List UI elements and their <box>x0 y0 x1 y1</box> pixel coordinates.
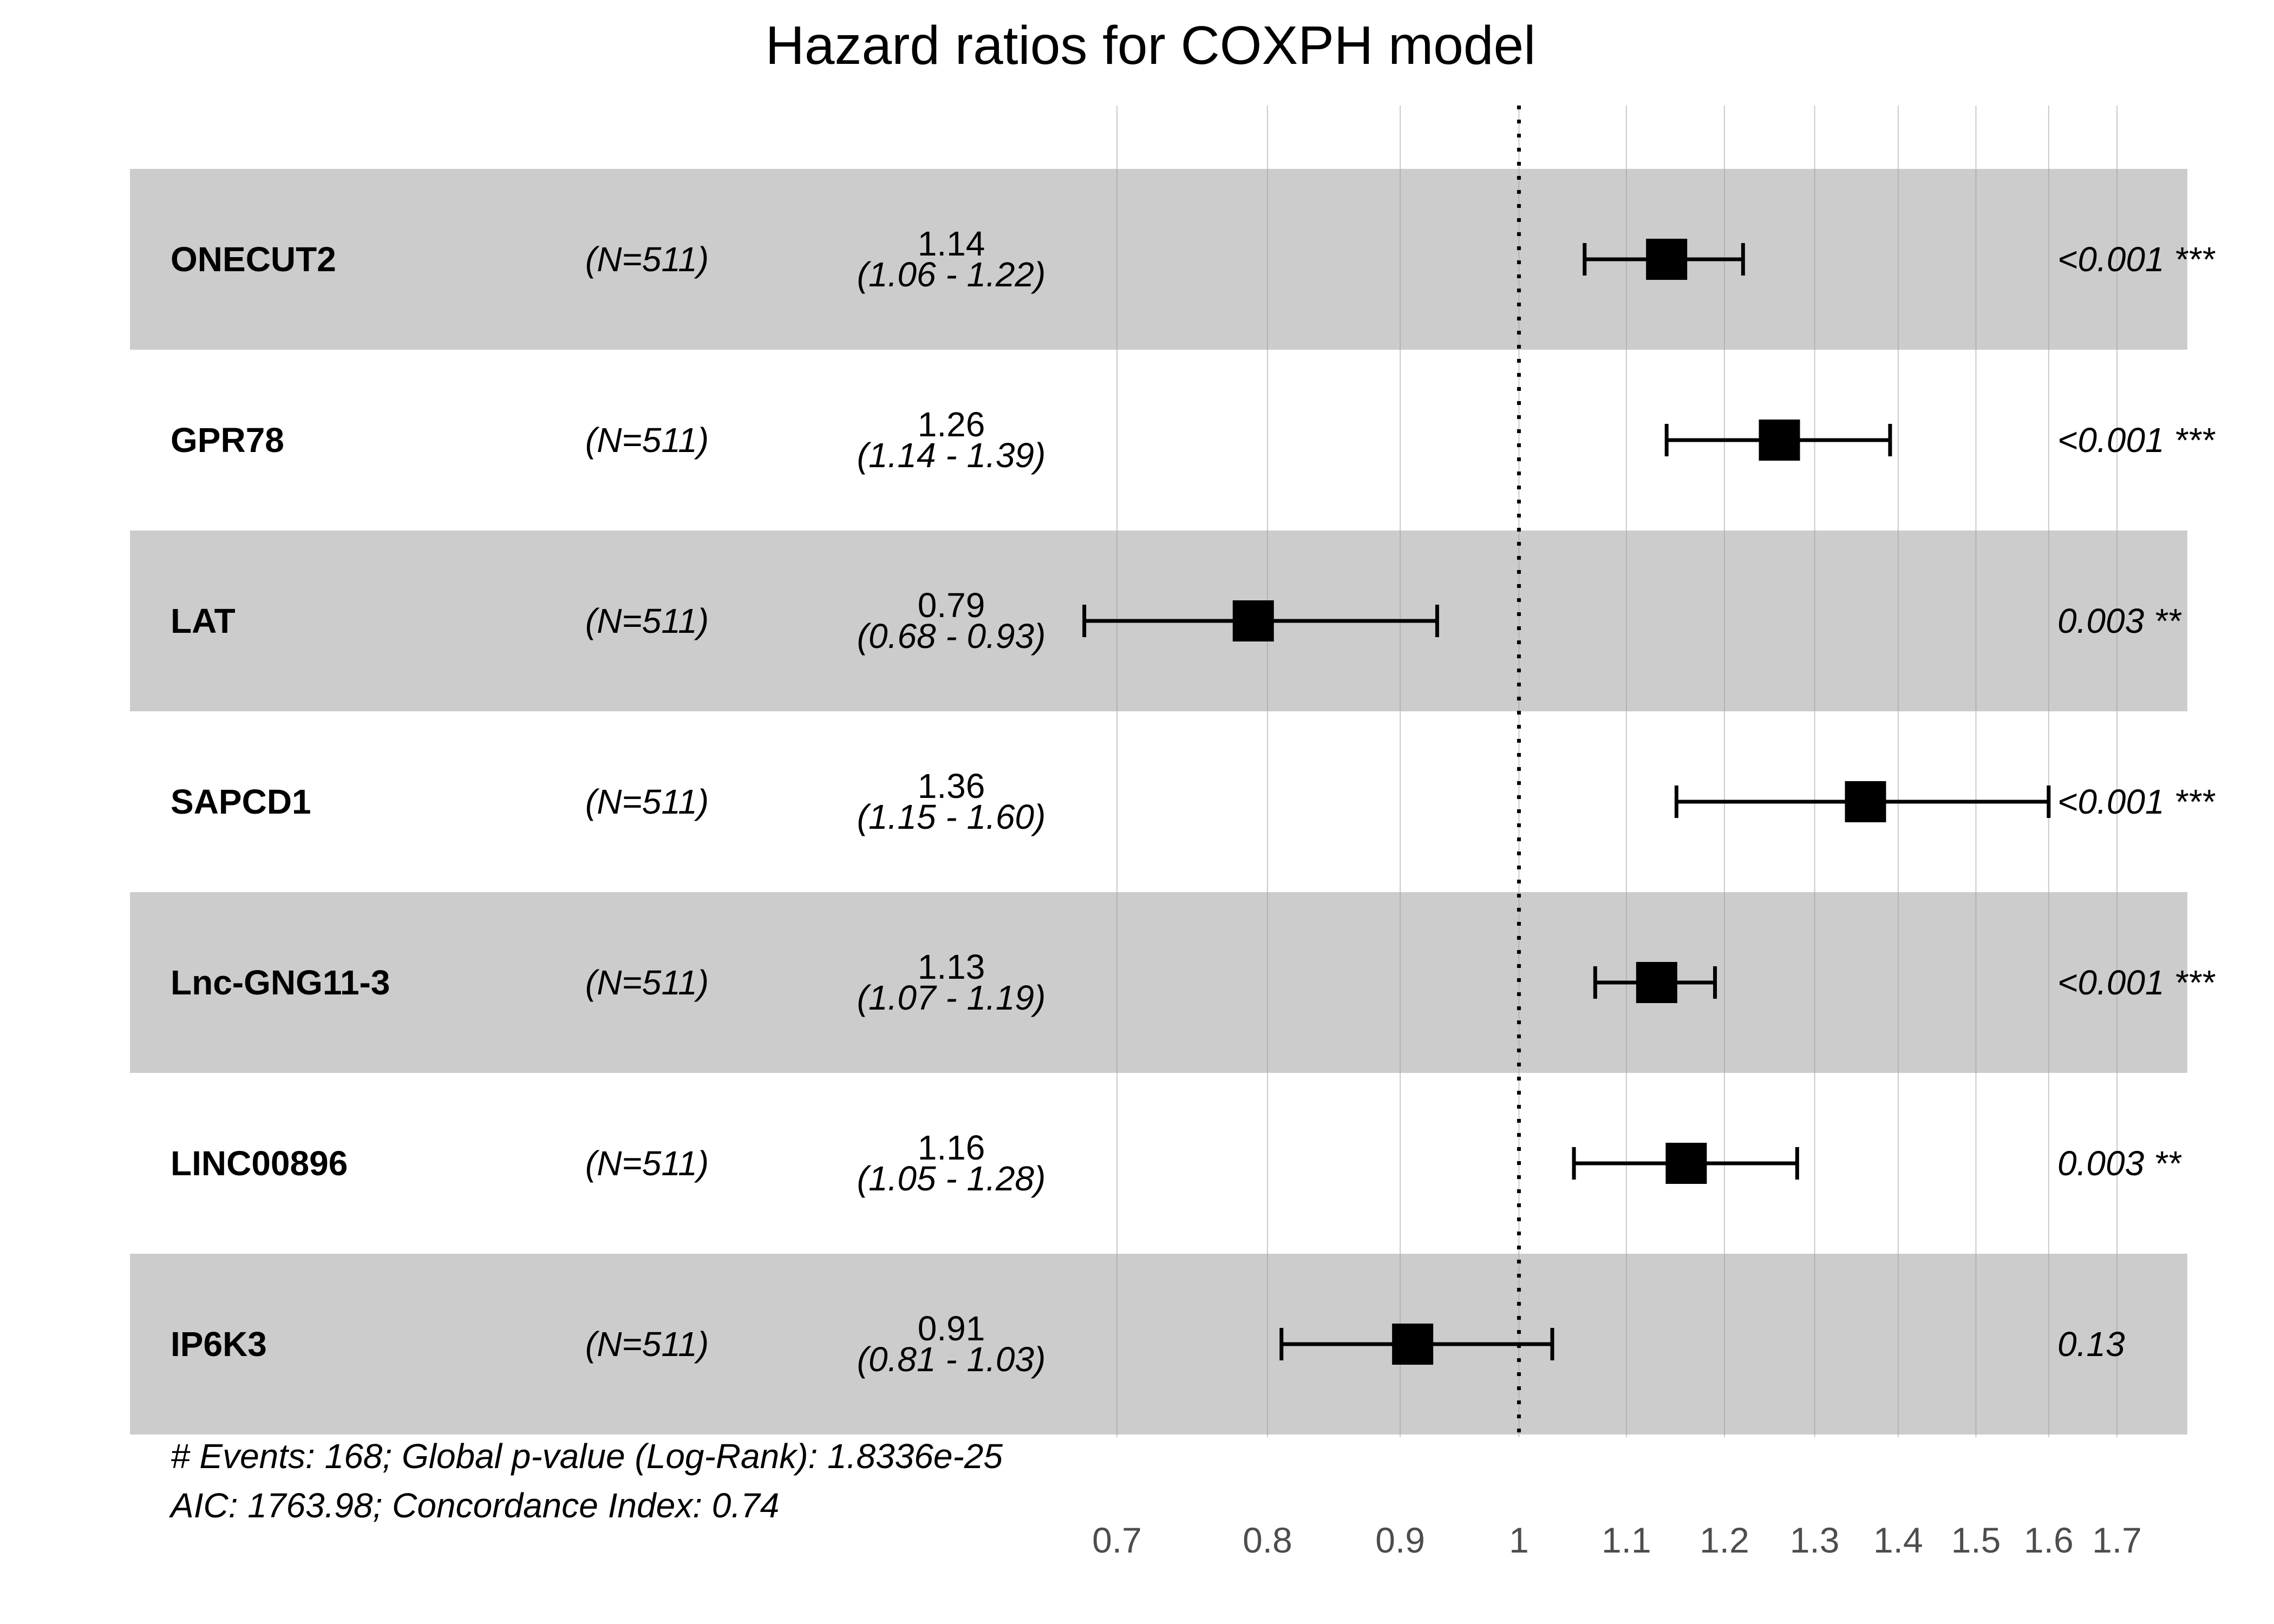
x-tick-label: 1.5 <box>1951 1520 2001 1560</box>
p-value-label: 0.003 ** <box>2057 601 2182 640</box>
confidence-interval-label: (0.68 - 0.93) <box>857 617 1046 656</box>
rows: ONECUT2 (N=511) 1.14(1.06 - 1.22) <0.001 **… <box>171 224 2216 1379</box>
hazard-ratio-point <box>1646 239 1688 280</box>
x-tick-label: 1.2 <box>1700 1520 1749 1560</box>
hazard-ratio-point <box>1759 420 1800 461</box>
hazard-ratio-label: 1.26 <box>918 405 985 444</box>
x-tick-label: 1.3 <box>1790 1520 1840 1560</box>
x-tick-label: 0.8 <box>1243 1520 1292 1560</box>
p-value-label: 0.003 ** <box>2057 1144 2182 1183</box>
p-value-label: <0.001 *** <box>2057 240 2216 279</box>
x-axis-ticks: 0.7 0.8 0.9 1 1.1 1.2 1.3 1.4 1.5 1.6 1.7 <box>1092 1520 2142 1560</box>
row-band <box>130 169 2187 350</box>
variable-label: IP6K3 <box>171 1325 267 1364</box>
hazard-ratio-label: 1.36 <box>918 767 985 806</box>
footnote-events: # Events: 168; Global p-value (Log-Rank)… <box>171 1437 1003 1476</box>
confidence-interval-label: (1.06 - 1.22) <box>857 255 1046 294</box>
confidence-interval-label: (1.05 - 1.28) <box>857 1159 1046 1198</box>
x-tick-label: 1.4 <box>1873 1520 1923 1560</box>
x-tick-label: 1.7 <box>2092 1520 2142 1560</box>
hazard-ratio-label: 1.13 <box>918 947 985 986</box>
x-tick-label: 1.6 <box>2024 1520 2074 1560</box>
confidence-interval-label: (1.14 - 1.39) <box>857 436 1046 475</box>
p-value-label: <0.001 *** <box>2057 421 2216 460</box>
hazard-ratio-label: 0.91 <box>918 1309 985 1348</box>
variable-label: SAPCD1 <box>171 782 311 821</box>
hazard-ratio-point <box>1392 1324 1434 1365</box>
sample-size-label: (N=511) <box>585 963 709 1002</box>
gridlines <box>1116 106 2118 1437</box>
sample-size-label: (N=511) <box>585 240 709 279</box>
forest-row: ONECUT2 (N=511) 1.14(1.06 - 1.22) <0.001 **… <box>171 224 2216 294</box>
hazard-ratio-point <box>1845 781 1886 822</box>
chart-title: Hazard ratios for COXPH model <box>766 15 1536 76</box>
p-value-label: <0.001 *** <box>2057 963 2216 1002</box>
p-value-label: <0.001 *** <box>2057 782 2216 821</box>
forest-row: IP6K3 (N=511) 0.91(0.81 - 1.03) 0.13 <box>171 1309 2125 1379</box>
forest-row: LAT (N=511) 0.79(0.68 - 0.93) 0.003 ** <box>171 586 2182 656</box>
variable-label: LAT <box>171 601 236 640</box>
hazard-ratio-point <box>1232 600 1274 641</box>
confidence-interval-label: (0.81 - 1.03) <box>857 1340 1046 1379</box>
x-tick-label: 0.9 <box>1375 1520 1425 1560</box>
x-tick-label: 1.1 <box>1602 1520 1651 1560</box>
confidence-interval-label: (1.15 - 1.60) <box>857 797 1046 836</box>
hazard-ratio-label: 0.79 <box>918 586 985 625</box>
sample-size-label: (N=511) <box>585 421 709 460</box>
sample-size-label: (N=511) <box>585 601 709 640</box>
footnote-aic: AIC: 1763.98; Concordance Index: 0.74 <box>168 1486 779 1525</box>
variable-label: LINC00896 <box>171 1144 348 1183</box>
row-band <box>130 1254 2187 1435</box>
forest-row: LINC00896 (N=511) 1.16(1.05 - 1.28) 0.003 *… <box>171 1128 2182 1198</box>
hazard-ratio-point <box>1665 1143 1707 1184</box>
sample-size-label: (N=511) <box>585 1144 709 1183</box>
forest-row: Lnc-GNG11-3 (N=511) 1.13(1.07 - 1.19) <0.00… <box>171 947 2216 1017</box>
forest-row: SAPCD1 (N=511) 1.36(1.15 - 1.60) <0.001 *** <box>171 767 2216 836</box>
variable-label: Lnc-GNG11-3 <box>171 963 390 1002</box>
row-band <box>130 892 2187 1073</box>
p-value-label: 0.13 <box>2057 1325 2125 1364</box>
confidence-interval-label: (1.07 - 1.19) <box>857 978 1046 1017</box>
hazard-ratio-point <box>1636 962 1677 1003</box>
sample-size-label: (N=511) <box>585 782 709 821</box>
hazard-ratio-label: 1.16 <box>918 1128 985 1167</box>
x-tick-label: 0.7 <box>1092 1520 1142 1560</box>
variable-label: ONECUT2 <box>171 240 336 279</box>
forest-row: GPR78 (N=511) 1.26(1.14 - 1.39) <0.001 *** <box>171 405 2216 475</box>
hazard-ratio-label: 1.14 <box>918 224 985 263</box>
variable-label: GPR78 <box>171 421 284 460</box>
sample-size-label: (N=511) <box>585 1325 709 1364</box>
x-tick-label: 1 <box>1509 1520 1529 1560</box>
